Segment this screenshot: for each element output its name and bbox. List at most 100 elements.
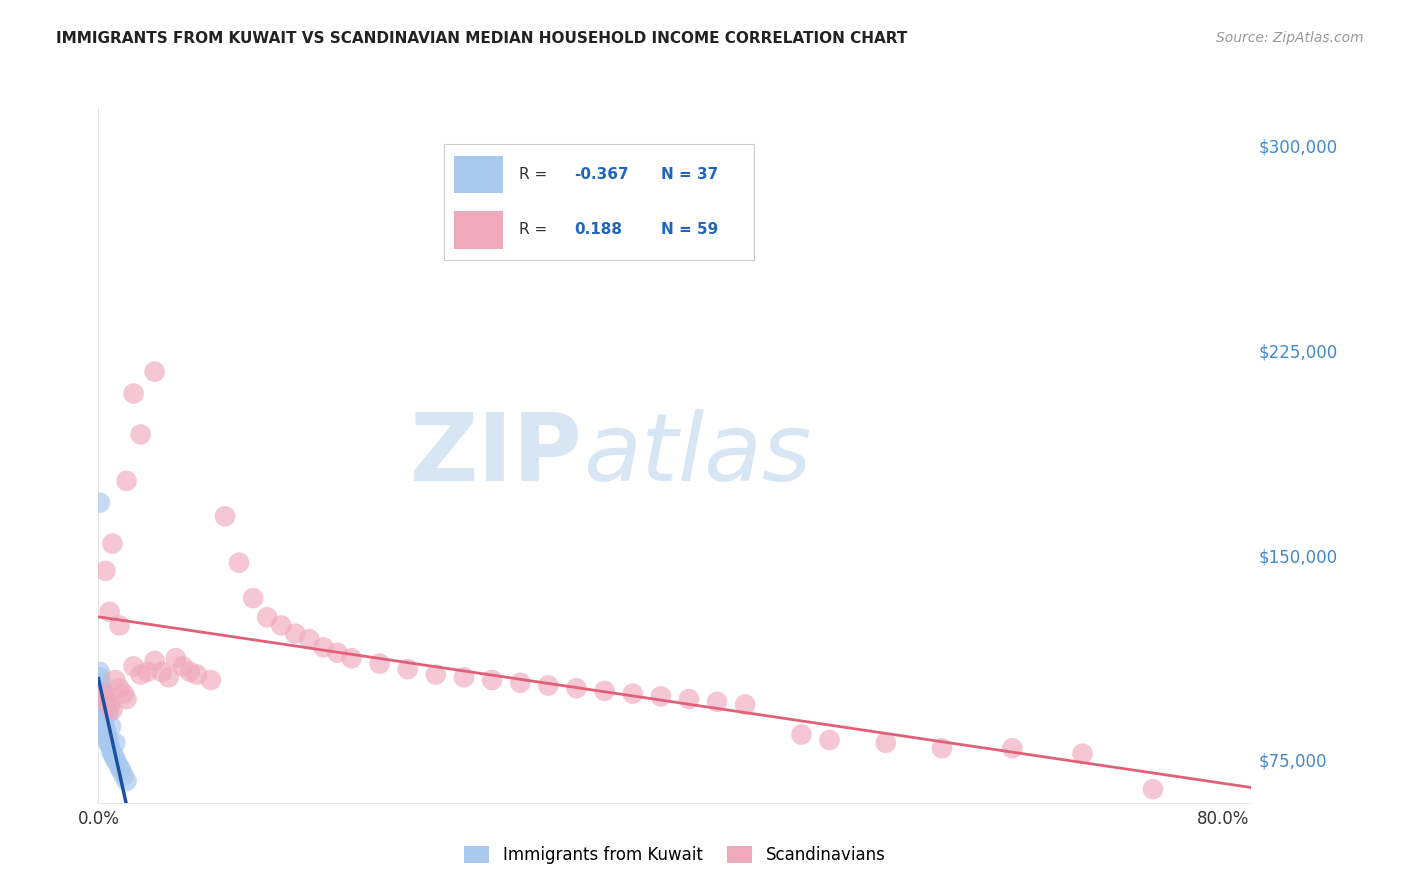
Point <box>165 651 187 665</box>
Point <box>93 716 115 731</box>
Point <box>340 651 363 665</box>
Point <box>115 774 138 789</box>
Point <box>396 662 419 676</box>
Point <box>97 706 120 720</box>
Point <box>90 700 112 714</box>
Point <box>256 610 278 624</box>
Point <box>122 386 145 401</box>
Legend: Immigrants from Kuwait, Scandinavians: Immigrants from Kuwait, Scandinavians <box>457 839 893 871</box>
Point <box>312 640 335 655</box>
Point <box>97 733 120 747</box>
Point <box>89 496 111 510</box>
Point <box>91 714 114 728</box>
Point <box>129 667 152 681</box>
Text: $75,000: $75,000 <box>1258 753 1327 771</box>
Text: Source: ZipAtlas.com: Source: ZipAtlas.com <box>1216 31 1364 45</box>
Text: 0.188: 0.188 <box>574 222 623 237</box>
Point <box>931 741 953 756</box>
Point <box>90 687 112 701</box>
Point <box>270 618 292 632</box>
Point <box>298 632 321 646</box>
Text: N = 37: N = 37 <box>661 167 718 182</box>
Point <box>89 681 111 696</box>
Point <box>425 667 447 681</box>
Point <box>214 509 236 524</box>
Point <box>94 724 117 739</box>
Point <box>122 659 145 673</box>
Point <box>621 687 644 701</box>
Point <box>129 427 152 442</box>
Point <box>90 675 112 690</box>
Point <box>115 692 138 706</box>
Point <box>91 708 114 723</box>
Point <box>96 731 118 745</box>
Text: $225,000: $225,000 <box>1258 343 1337 361</box>
Point <box>112 687 135 701</box>
Point <box>368 657 391 671</box>
Point <box>228 556 250 570</box>
Point <box>105 755 128 769</box>
Point <box>108 681 131 696</box>
Point <box>108 618 131 632</box>
Point <box>101 703 124 717</box>
Text: ZIP: ZIP <box>409 409 582 501</box>
Point <box>101 747 124 761</box>
Point <box>790 728 813 742</box>
Point <box>650 690 672 704</box>
Point <box>91 711 114 725</box>
Point <box>509 675 531 690</box>
Point <box>94 695 117 709</box>
Point <box>104 752 127 766</box>
Point <box>200 673 222 687</box>
Point <box>103 749 125 764</box>
Point <box>112 768 135 782</box>
Point <box>157 670 180 684</box>
Point <box>94 692 117 706</box>
Point <box>89 670 111 684</box>
Text: IMMIGRANTS FROM KUWAIT VS SCANDINAVIAN MEDIAN HOUSEHOLD INCOME CORRELATION CHART: IMMIGRANTS FROM KUWAIT VS SCANDINAVIAN M… <box>56 31 908 46</box>
FancyBboxPatch shape <box>454 211 503 249</box>
Point <box>875 736 897 750</box>
Text: R =: R = <box>519 222 551 237</box>
Point <box>98 700 121 714</box>
Text: N = 59: N = 59 <box>661 222 718 237</box>
Point <box>1001 741 1024 756</box>
Point <box>93 719 115 733</box>
Point <box>565 681 588 696</box>
Text: $150,000: $150,000 <box>1258 549 1337 566</box>
Point <box>96 695 118 709</box>
Point <box>94 722 117 736</box>
Point <box>89 665 111 679</box>
Point <box>98 739 121 753</box>
Text: R =: R = <box>519 167 551 182</box>
Text: atlas: atlas <box>582 409 811 500</box>
Point <box>326 646 349 660</box>
Point <box>242 591 264 606</box>
Point <box>734 698 756 712</box>
Point <box>100 719 122 733</box>
Point <box>179 665 201 679</box>
Text: -0.367: -0.367 <box>574 167 628 182</box>
Point <box>593 684 616 698</box>
Point <box>136 665 159 679</box>
Point <box>93 687 115 701</box>
Point <box>481 673 503 687</box>
Point <box>98 605 121 619</box>
Point <box>104 736 127 750</box>
Point <box>1142 782 1164 797</box>
Point <box>818 733 841 747</box>
Point <box>101 536 124 550</box>
Point <box>284 626 307 640</box>
Text: $300,000: $300,000 <box>1258 139 1337 157</box>
Point <box>453 670 475 684</box>
Point <box>706 695 728 709</box>
Point <box>108 760 131 774</box>
Point <box>90 706 112 720</box>
Point <box>150 665 173 679</box>
Point <box>110 763 132 777</box>
Point <box>1071 747 1094 761</box>
Point <box>90 695 112 709</box>
Point <box>93 690 115 704</box>
Point <box>143 654 166 668</box>
Point <box>100 744 122 758</box>
